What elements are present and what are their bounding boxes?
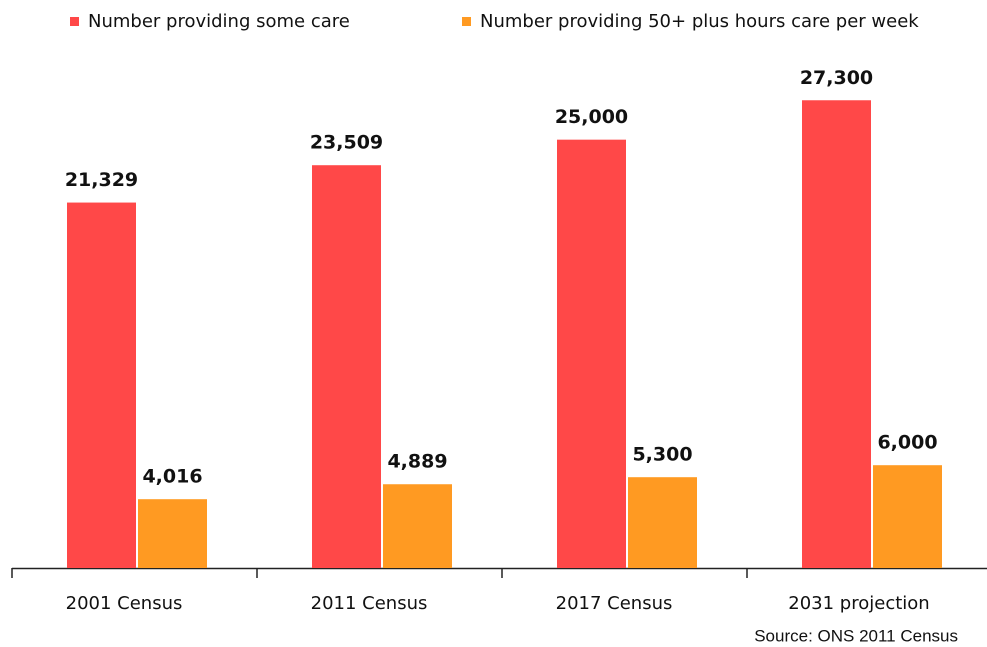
bar [628,477,697,568]
value-label: 4,016 [142,466,202,488]
x-tick-label: 2031 projection [788,593,929,614]
x-tick-label: 2011 Census [311,593,428,614]
value-label: 5,300 [632,444,692,466]
legend-label: Number providing 50+ plus hours care per… [480,11,919,32]
legend-swatch [70,17,79,26]
bar [873,465,942,568]
value-label: 23,509 [310,132,383,154]
value-label: 27,300 [800,67,873,89]
legend-label: Number providing some care [88,11,350,32]
source-note: Source: ONS 2011 Census [754,626,958,645]
bar [383,484,452,568]
value-label: 4,889 [387,451,447,473]
bar [312,165,381,568]
bar [557,139,626,568]
value-label: 21,329 [65,169,138,191]
value-label: 6,000 [877,432,937,454]
bar [67,202,136,568]
x-tick-label: 2017 Census [556,593,673,614]
legend-swatch [462,17,471,26]
x-tick-label: 2001 Census [66,593,183,614]
value-label: 25,000 [555,106,628,128]
bar [138,499,207,568]
bar [802,100,871,568]
